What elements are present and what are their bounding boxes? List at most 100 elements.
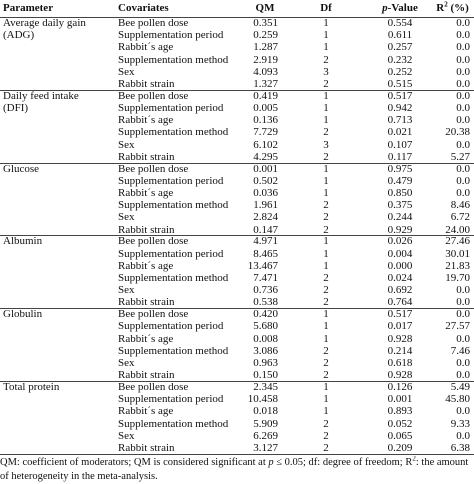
qm-cell: 4.295: [253, 150, 278, 163]
r2-cell: 0.0: [456, 174, 470, 187]
qm-cell: 1.961: [253, 199, 278, 212]
df-cell: 2: [323, 211, 329, 224]
r2-cell: 24.00: [445, 223, 470, 236]
df-cell: 1: [323, 308, 329, 321]
qm-cell: 1.327: [253, 78, 278, 90]
p-value-cell: 0.554: [387, 17, 413, 29]
header-cell: QM: [255, 2, 275, 14]
df-cell: 1: [323, 114, 329, 127]
df-cell: 1: [323, 332, 329, 345]
covariate-cell: Bee pollen dose: [118, 162, 189, 175]
df-cell: 1: [323, 405, 329, 418]
covariate-cell: Rabbit strain: [118, 223, 175, 236]
covariate-cell: Bee pollen dose: [118, 235, 189, 248]
header-part: -Value: [387, 2, 418, 14]
r2-cell: 0.0: [456, 332, 470, 345]
rule: [0, 381, 474, 382]
df-cell: 2: [323, 78, 329, 90]
p-value-cell: 0.004: [387, 247, 413, 260]
footnote-part: 2: [412, 456, 416, 463]
qm-cell: 0.136: [253, 114, 278, 127]
r2-cell: 0.0: [456, 369, 470, 382]
df-cell: 1: [323, 235, 329, 248]
qm-cell: 7.471: [253, 272, 278, 284]
r2-cell: 45.80: [445, 393, 470, 406]
df-cell: 2: [323, 284, 329, 297]
r2-cell: 27.57: [445, 320, 470, 333]
r2-cell: 0.0: [456, 53, 470, 66]
covariate-cell: Supplementation method: [118, 53, 229, 66]
p-value-cell: 0.929: [387, 223, 413, 236]
p-value-cell: 0.764: [387, 296, 413, 309]
covariate-cell: Rabbit strain: [118, 78, 175, 90]
covariate-cell: Rabbit strain: [118, 296, 175, 309]
r2-cell: 0.0: [456, 429, 470, 442]
df-cell: 1: [323, 102, 329, 114]
covariate-cell: Supplementation method: [118, 272, 229, 284]
qm-cell: 0.538: [253, 296, 278, 309]
df-cell: 2: [323, 296, 329, 309]
r2-cell: 8.46: [450, 199, 470, 212]
covariate-cell: Rabbit´s age: [118, 41, 174, 54]
covariate-cell: Sex: [118, 138, 135, 151]
qm-cell: 3.127: [253, 442, 278, 454]
qm-cell: 2.919: [253, 53, 278, 66]
qm-cell: 5.680: [253, 320, 278, 333]
df-cell: 1: [323, 174, 329, 187]
qm-cell: 4.093: [253, 65, 278, 78]
parameter-cell: Globulin: [3, 308, 43, 321]
footnote-part: ≤ 0.05; df: degree of freedom; R: [273, 457, 413, 468]
covariate-cell: Supplementation period: [118, 247, 224, 260]
parameter-cell: Average daily gain (ADG): [3, 17, 86, 42]
r2-cell: 0.0: [456, 65, 470, 78]
covariate-cell: Rabbit´s age: [118, 114, 174, 127]
p-value-cell: 0.017: [387, 320, 413, 333]
df-cell: 1: [323, 259, 329, 272]
p-value-cell: 0.975: [387, 162, 413, 175]
covariate-cell: Supplementation method: [118, 126, 229, 139]
header-part: R: [436, 2, 445, 14]
qm-cell: 4.971: [253, 235, 278, 248]
p-value-cell: 0.611: [387, 29, 413, 42]
p-value-cell: 0.850: [387, 187, 413, 199]
p-value-cell: 0.252: [387, 65, 413, 78]
p-value-cell: 0.232: [387, 53, 413, 66]
r2-cell: 5.49: [450, 381, 470, 393]
p-value-cell: 0.021: [387, 126, 413, 139]
covariate-cell: Sex: [118, 429, 135, 442]
df-cell: 3: [323, 138, 329, 151]
rule: [0, 162, 474, 164]
df-cell: 2: [323, 223, 329, 236]
covariate-cell: Supplementation method: [118, 199, 229, 212]
covariate-cell: Bee pollen dose: [118, 381, 189, 393]
p-value-cell: 0.928: [387, 369, 413, 382]
p-value-cell: 0.214: [387, 344, 413, 357]
covariate-cell: Supplementation method: [118, 417, 229, 430]
parameter-cell: Glucose: [3, 162, 40, 175]
covariate-cell: Rabbit strain: [118, 442, 175, 454]
qm-cell: 0.001: [253, 162, 278, 175]
covariate-cell: Sex: [118, 357, 135, 369]
r2-cell: 0.0: [456, 89, 470, 102]
p-value-cell: 0.515: [387, 78, 413, 90]
footnote: QM: coefficient of moderators; QM is con…: [0, 456, 474, 483]
r2-cell: 9.33: [450, 417, 470, 430]
df-cell: 1: [323, 17, 329, 29]
r2-cell: 0.0: [456, 405, 470, 418]
covariate-cell: Sex: [118, 284, 135, 297]
df-cell: 1: [323, 41, 329, 54]
covariate-cell: Rabbit´s age: [118, 332, 174, 345]
r2-cell: 0.0: [456, 284, 470, 297]
qm-cell: 0.150: [253, 369, 278, 382]
r2-cell: 0.0: [456, 17, 470, 29]
p-value-cell: 0.209: [387, 442, 413, 454]
qm-cell: 0.008: [253, 332, 278, 345]
p-value-cell: 0.117: [387, 150, 413, 163]
qm-cell: 2.824: [253, 211, 278, 224]
covariate-cell: Rabbit´s age: [118, 405, 174, 418]
df-cell: 1: [323, 29, 329, 42]
r2-cell: 6.72: [450, 211, 470, 224]
footnote-part: : the amount of heterogeneity in the met…: [0, 457, 469, 482]
df-cell: 1: [323, 247, 329, 260]
qm-cell: 0.420: [253, 308, 278, 321]
